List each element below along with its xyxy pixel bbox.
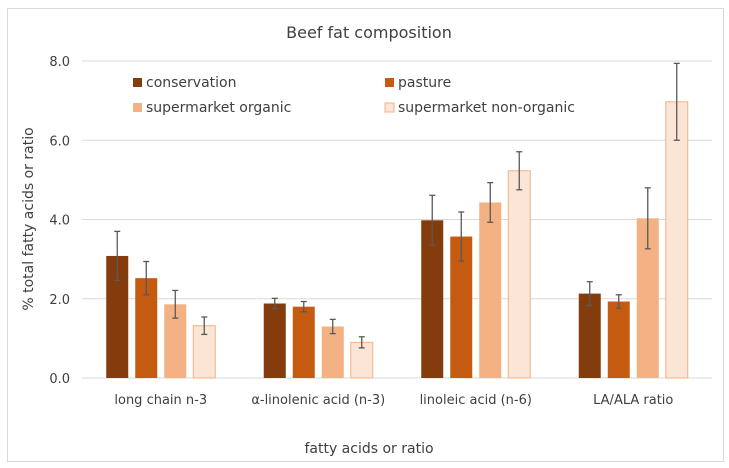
- bar: [263, 303, 286, 378]
- bar: [421, 220, 444, 378]
- bar: [164, 304, 187, 378]
- legend-swatch: [385, 78, 394, 87]
- y-tick-label: 2.0: [49, 293, 70, 308]
- chart-title: Beef fat composition: [286, 23, 452, 42]
- legend-label: pasture: [398, 75, 451, 91]
- y-axis-tick-labels: 0.0 2.0 4.0 6.0 8.0: [49, 55, 70, 387]
- x-axis-title: fatty acids or ratio: [304, 441, 433, 457]
- legend-label: supermarket organic: [146, 100, 291, 116]
- error-bars: [114, 62, 680, 349]
- x-tick-label: linoleic acid (n-6): [420, 393, 532, 408]
- gridlines: [82, 60, 712, 379]
- legend-swatch: [133, 103, 142, 112]
- bar: [292, 306, 315, 378]
- bar: [450, 236, 473, 378]
- legend-swatch: [384, 102, 395, 113]
- y-tick-label: 6.0: [49, 134, 70, 149]
- chart-area: [7, 8, 724, 462]
- bar: [479, 202, 502, 378]
- bar: [507, 170, 531, 379]
- x-tick-label: long chain n-3: [114, 393, 207, 408]
- legend-label: supermarket non-organic: [398, 100, 575, 116]
- y-tick-label: 4.0: [49, 214, 70, 229]
- y-tick-label: 0.0: [49, 372, 70, 387]
- bar: [578, 293, 601, 378]
- y-axis-title: % total fatty acids or ratio: [21, 127, 37, 310]
- legend-label: conservation: [146, 75, 236, 91]
- bar: [321, 326, 344, 378]
- legend: conservation pasture supermarket organic su…: [133, 75, 575, 116]
- bar: [636, 218, 659, 378]
- x-tick-label: LA/ALA ratio: [593, 393, 673, 408]
- bar: [665, 101, 689, 379]
- bar: [106, 255, 129, 378]
- bar: [135, 278, 158, 378]
- y-tick-label: 8.0: [49, 55, 70, 70]
- bars: [106, 101, 689, 379]
- x-tick-label: α-linolenic acid (n-3): [251, 393, 385, 408]
- legend-swatch: [133, 78, 142, 87]
- x-axis-tick-labels: long chain n-3 α-linolenic acid (n-3) lino…: [114, 393, 673, 408]
- bar: [607, 301, 630, 378]
